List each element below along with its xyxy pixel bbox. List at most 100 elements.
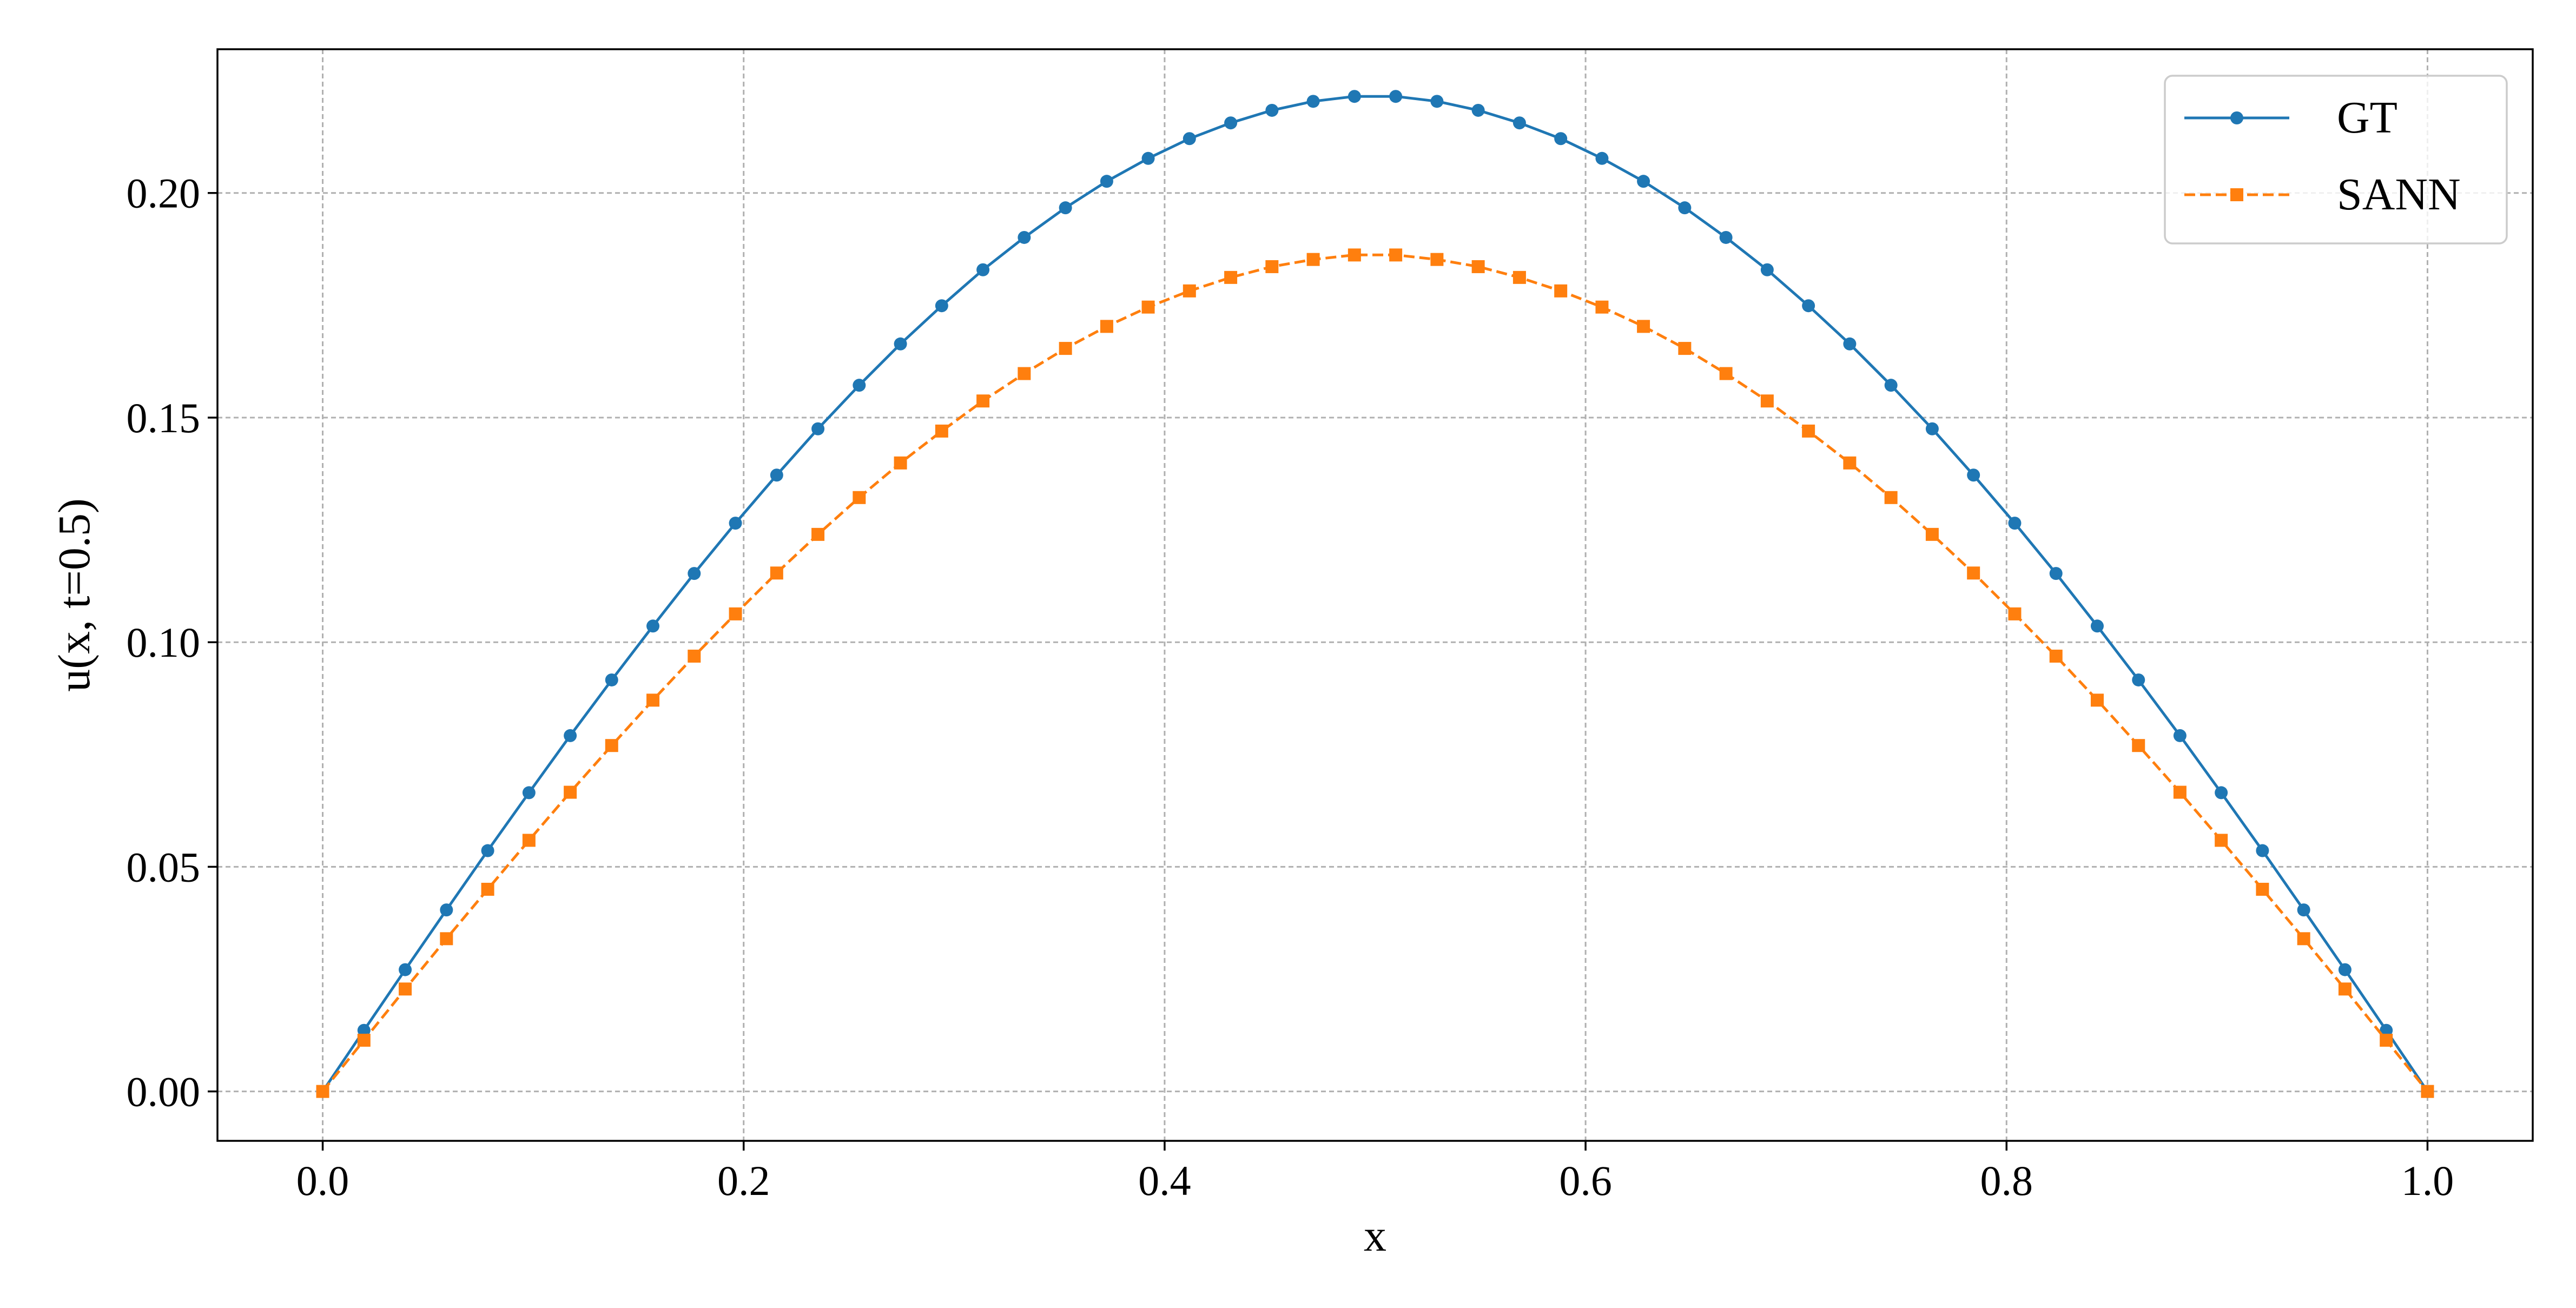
- x-tick-label: 0.6: [1559, 1157, 1612, 1204]
- data-point-gt: [2215, 786, 2228, 800]
- data-point-gt: [1967, 468, 1980, 482]
- data-point-gt: [688, 567, 701, 580]
- data-point-sann: [1265, 260, 1279, 273]
- x-tick-label: 0.2: [717, 1157, 770, 1204]
- data-point-gt: [1554, 132, 1568, 146]
- data-point-gt: [1389, 90, 1403, 103]
- data-point-gt: [2380, 1023, 2393, 1037]
- data-point-sann: [1884, 491, 1898, 504]
- data-point-sann: [605, 739, 618, 752]
- data-point-sann: [1430, 253, 1444, 266]
- x-tick-label: 0.0: [296, 1157, 349, 1204]
- data-point-gt: [2338, 963, 2352, 976]
- data-point-gt: [357, 1023, 371, 1037]
- data-point-sann: [1183, 284, 1196, 298]
- series-sann: [316, 248, 2434, 1098]
- data-point-gt: [1925, 422, 1939, 435]
- legend-label-gt: GT: [2337, 93, 2397, 143]
- data-point-sann: [2297, 932, 2310, 946]
- series-line-gt: [321, 95, 2429, 1093]
- y-tick-label: 0.00: [127, 1068, 201, 1115]
- data-point-sann: [1925, 527, 1939, 541]
- data-point-sann: [688, 649, 701, 663]
- data-point-gt: [1471, 103, 1485, 117]
- data-point-gt: [2256, 844, 2269, 857]
- ticks: 0.0 0.2 0.4 0.6 0.8 1.0 0.00 0.05 0.10 0.15 0.20: [127, 170, 2454, 1204]
- data-point-gt: [1018, 230, 1031, 244]
- data-point-sann: [1018, 367, 1031, 380]
- series-layer: [316, 90, 2434, 1098]
- data-point-sann: [1719, 367, 1733, 380]
- data-point-sann: [357, 1033, 371, 1047]
- data-point-sann: [440, 932, 453, 946]
- plot-area: [217, 49, 2533, 1141]
- data-point-sann: [2090, 693, 2104, 707]
- y-tick-label: 0.20: [127, 170, 201, 217]
- data-point-gt: [1719, 230, 1733, 244]
- data-point-gt: [2132, 673, 2145, 686]
- data-point-sann: [2338, 982, 2352, 996]
- data-point-sann: [564, 785, 577, 799]
- data-point-sann: [1678, 342, 1692, 355]
- data-point-sann: [1306, 253, 1320, 266]
- data-point-sann: [1843, 456, 1857, 470]
- x-tick-label: 0.8: [1980, 1157, 2033, 1204]
- data-point-gt: [729, 517, 742, 530]
- data-point-gt: [646, 619, 660, 633]
- axes-frame: [216, 48, 2534, 1142]
- data-point-sann: [1554, 284, 1568, 298]
- series-gt: [316, 90, 2434, 1098]
- data-point-sann: [2173, 785, 2187, 799]
- data-point-sann: [1100, 320, 1113, 333]
- data-point-sann: [481, 882, 494, 896]
- data-point-sann: [853, 491, 866, 504]
- data-point-sann: [1348, 248, 1361, 262]
- data-point-sann: [729, 607, 742, 620]
- data-point-sann: [1141, 300, 1155, 314]
- data-point-sann: [1389, 248, 1403, 262]
- data-point-gt: [1843, 337, 1857, 351]
- data-point-gt: [1183, 132, 1196, 146]
- data-point-gt: [1637, 175, 1650, 188]
- data-point-sann: [2215, 834, 2228, 847]
- y-axis-label: u(x, t=0.5): [49, 498, 100, 692]
- data-point-sann: [1059, 342, 1072, 355]
- data-point-sann: [2256, 882, 2269, 896]
- data-point-gt: [1678, 201, 1692, 215]
- data-point-gt: [1802, 299, 1815, 313]
- x-axis-label: x: [1364, 1211, 1386, 1261]
- data-point-gt: [1512, 116, 1526, 130]
- data-point-gt: [894, 337, 907, 351]
- data-point-sann: [976, 394, 990, 408]
- data-point-sann: [399, 982, 412, 996]
- data-point-gt: [1265, 103, 1279, 117]
- data-point-gt: [811, 422, 825, 435]
- data-point-gt: [1348, 90, 1361, 103]
- data-point-gt: [1595, 151, 1609, 165]
- data-point-gt: [2173, 729, 2187, 742]
- data-point-sann: [2421, 1085, 2434, 1098]
- data-point-sann: [1512, 270, 1526, 284]
- data-point-sann: [1595, 300, 1609, 314]
- legend: GT SANN: [2164, 75, 2508, 245]
- data-point-gt: [1224, 116, 1238, 130]
- data-point-gt: [2008, 517, 2022, 530]
- data-point-gt: [481, 844, 494, 857]
- data-point-sann: [770, 566, 783, 580]
- data-point-gt: [2090, 619, 2104, 633]
- y-tick-label: 0.15: [127, 394, 201, 441]
- legend-label-sann: SANN: [2337, 169, 2461, 220]
- data-point-sann: [935, 424, 948, 438]
- data-point-gt: [770, 468, 783, 482]
- data-point-gt: [1100, 175, 1113, 188]
- data-point-sann: [2049, 649, 2063, 663]
- data-point-sann: [1967, 566, 1980, 580]
- data-point-gt: [976, 263, 990, 276]
- data-point-sann: [2132, 739, 2145, 752]
- data-point-sann: [2008, 607, 2022, 620]
- data-point-sann: [894, 456, 907, 470]
- data-point-sann: [2380, 1033, 2393, 1047]
- data-point-gt: [522, 786, 536, 800]
- y-tick-label: 0.05: [127, 843, 201, 890]
- data-point-gt: [1430, 95, 1444, 108]
